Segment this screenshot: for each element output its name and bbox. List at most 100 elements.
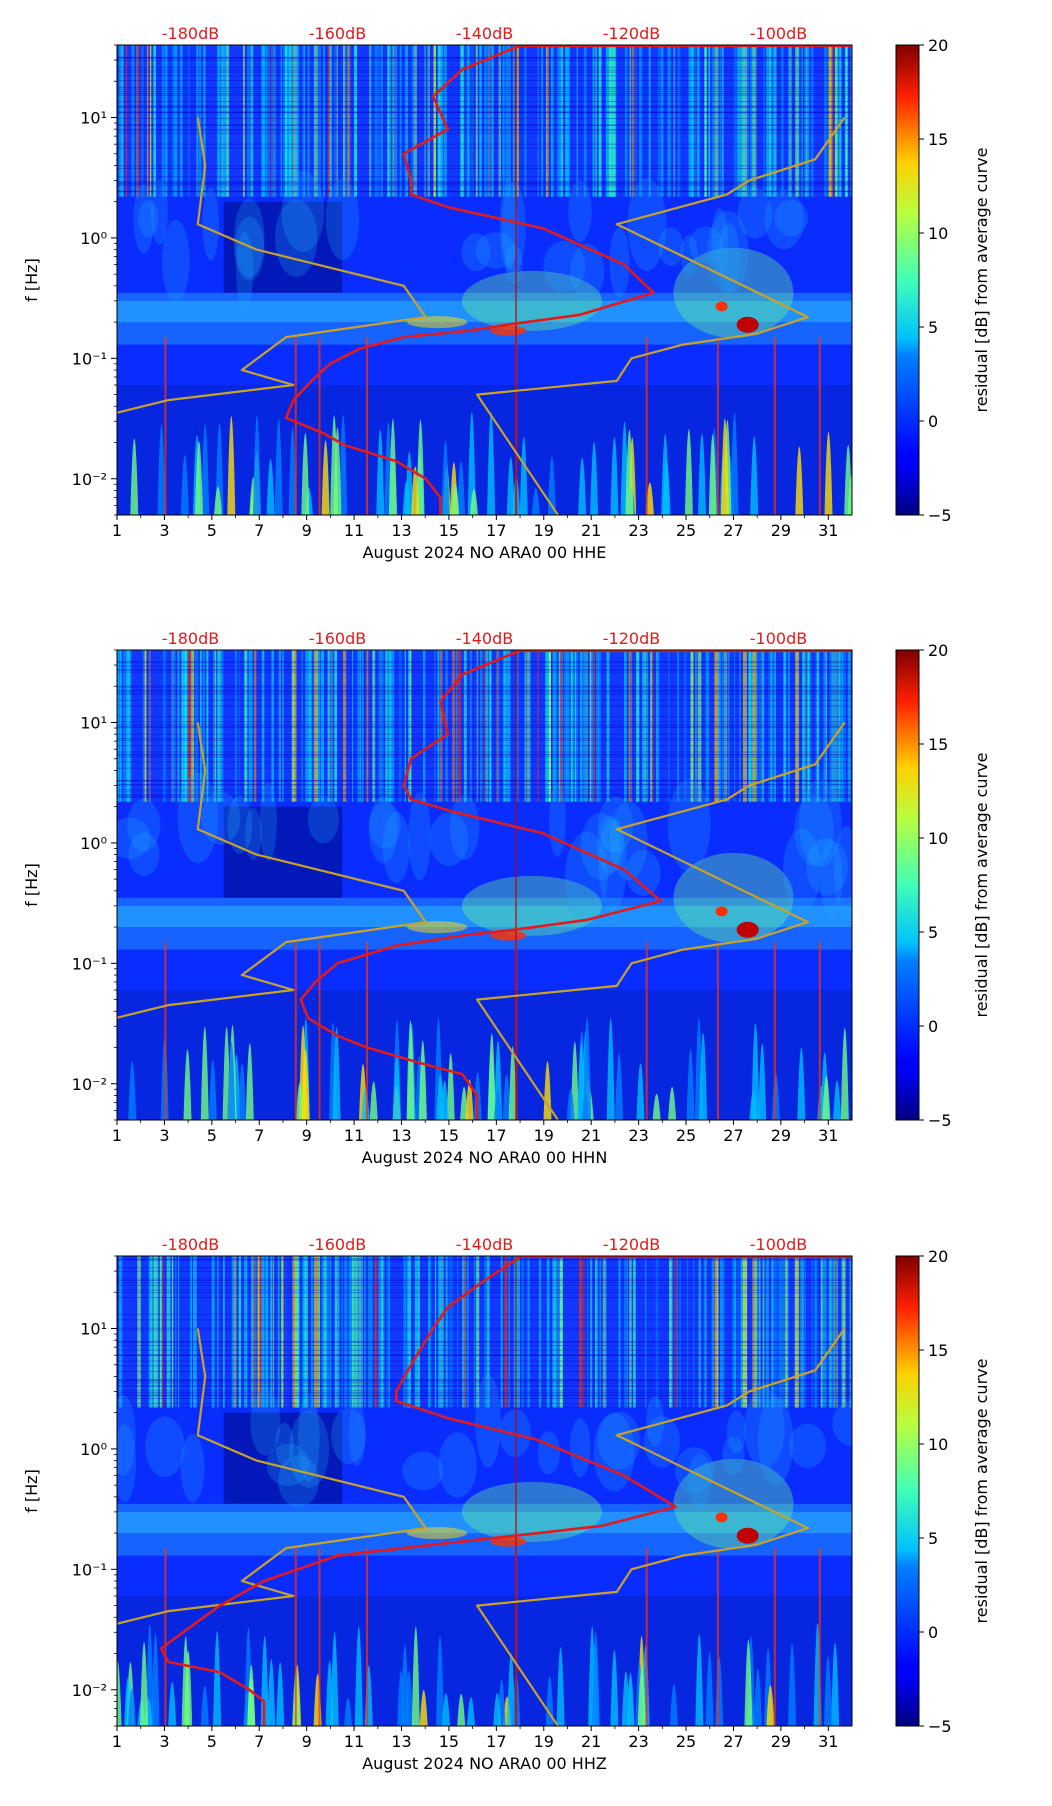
x-tick-label: 7 [254, 1732, 264, 1751]
curves [117, 650, 852, 1120]
y-tick-label: 10⁻² [72, 470, 107, 489]
y-tick-label: 10⁻¹ [72, 1560, 107, 1579]
colorbar-gradient [895, 44, 920, 516]
top-db-label: -140dB [456, 24, 513, 43]
colorbar-2: 20 15 10 5 0 −5 residual [dB] from average cur… [895, 641, 991, 1130]
x-tick-label: 7 [254, 521, 264, 540]
colorbar-tick-label: 15 [928, 1341, 948, 1360]
colorbar-tick-label: 15 [928, 130, 948, 149]
x-axis-label: August 2024 NO ARA0 00 HHN [362, 1148, 608, 1167]
x-tick-label: 9 [302, 521, 312, 540]
y-tick-label: 10⁻¹ [72, 954, 107, 973]
colorbar-tick-label: 5 [928, 318, 938, 337]
high-noise-model-curve [476, 721, 846, 1120]
x-tick-label: 27 [723, 1732, 743, 1751]
top-db-label: -120dB [603, 629, 660, 648]
high-noise-model-curve [476, 116, 846, 515]
y-tick-label: 10⁻² [72, 1681, 107, 1700]
x-tick-label: 1 [112, 521, 122, 540]
x-tick-label: 17 [486, 1732, 506, 1751]
x-tick-label: 1 [112, 1732, 122, 1751]
x-tick-label: 29 [771, 1732, 791, 1751]
y-axis-label: f [Hz] [22, 258, 41, 302]
x-tick-label: 1 [112, 1126, 122, 1145]
x-tick-label: 27 [723, 521, 743, 540]
curves [117, 45, 852, 515]
x-tick-label: 7 [254, 1126, 264, 1145]
colorbar-tick-label: 20 [928, 36, 948, 55]
top-db-label: -160dB [309, 1235, 366, 1254]
low-noise-model-curve [117, 1328, 427, 1625]
spectrogram-image [117, 650, 852, 1120]
y-tick-label: 10¹ [80, 713, 107, 732]
top-db-label: -100dB [750, 24, 807, 43]
y-axis-label: f [Hz] [22, 863, 41, 907]
x-tick-label: 25 [676, 1126, 696, 1145]
colorbar-tick-label: 0 [928, 1623, 938, 1642]
axes-frame [116, 649, 853, 1121]
x-tick-label: 15 [439, 521, 459, 540]
x-tick-label: 9 [302, 1732, 312, 1751]
psd-curve [284, 45, 655, 515]
colorbar-tick-label: 5 [928, 1529, 938, 1548]
colorbar-tick-label: 0 [928, 412, 938, 431]
x-tick-label: 19 [534, 1126, 554, 1145]
x-tick-label: 15 [439, 1126, 459, 1145]
psd-curve [299, 650, 663, 1120]
y-tick-label: 10⁰ [80, 834, 107, 853]
x-tick-label: 31 [818, 1732, 838, 1751]
colorbar-tick-label: 10 [928, 224, 948, 243]
top-db-label: -100dB [750, 629, 807, 648]
colorbar-tick-label: 20 [928, 1247, 948, 1266]
y-axis-label: f [Hz] [22, 1469, 41, 1513]
top-db-label: -120dB [603, 1235, 660, 1254]
x-tick-label: 15 [439, 1732, 459, 1751]
top-db-label: -120dB [603, 24, 660, 43]
x-tick-label: 5 [207, 1126, 217, 1145]
top-db-label: -160dB [309, 24, 366, 43]
y-tick-label: 10¹ [80, 1319, 107, 1338]
y-tick-label: 10⁻² [72, 1075, 107, 1094]
x-axis-label: August 2024 NO ARA0 00 HHE [363, 543, 607, 562]
colorbar-tick-label: −5 [928, 1717, 952, 1736]
x-tick-label: 21 [581, 1126, 601, 1145]
x-axis-label: August 2024 NO ARA0 00 HHZ [362, 1754, 607, 1773]
x-tick-label: 5 [207, 1732, 217, 1751]
x-tick-label: 3 [159, 1732, 169, 1751]
x-tick-label: 9 [302, 1126, 312, 1145]
top-db-label: -100dB [750, 1235, 807, 1254]
colorbar-tick-label: 5 [928, 923, 938, 942]
colorbar-tick-label: 0 [928, 1017, 938, 1036]
colorbar-label: residual [dB] from average curve [972, 148, 991, 413]
colorbar-tick-label: 10 [928, 1435, 948, 1454]
x-tick-label: 17 [486, 1126, 506, 1145]
x-tick-label: 21 [581, 1732, 601, 1751]
x-tick-label: 11 [344, 521, 364, 540]
y-tick-label: 10⁰ [80, 229, 107, 248]
low-noise-model-curve [117, 117, 427, 414]
x-tick-label: 3 [159, 1126, 169, 1145]
x-tick-label: 11 [344, 1732, 364, 1751]
colorbar-tick-label: 10 [928, 829, 948, 848]
x-tick-label: 13 [391, 1126, 411, 1145]
top-db-label: -180dB [162, 629, 219, 648]
colorbar-gradient [895, 649, 920, 1121]
top-db-label: -160dB [309, 629, 366, 648]
x-tick-label: 27 [723, 1126, 743, 1145]
axes-frame [116, 44, 853, 516]
y-tick-label: 10⁻¹ [72, 349, 107, 368]
axes-frame [116, 1255, 853, 1727]
top-db-label: -140dB [456, 1235, 513, 1254]
x-tick-label: 29 [771, 1126, 791, 1145]
colorbar-label: residual [dB] from average curve [972, 1359, 991, 1624]
x-tick-label: 17 [486, 521, 506, 540]
x-tick-label: 31 [818, 521, 838, 540]
psd-curve [159, 1256, 677, 1726]
x-tick-label: 3 [159, 521, 169, 540]
x-tick-label: 19 [534, 521, 554, 540]
curves [117, 1256, 852, 1726]
y-tick-label: 10¹ [80, 108, 107, 127]
